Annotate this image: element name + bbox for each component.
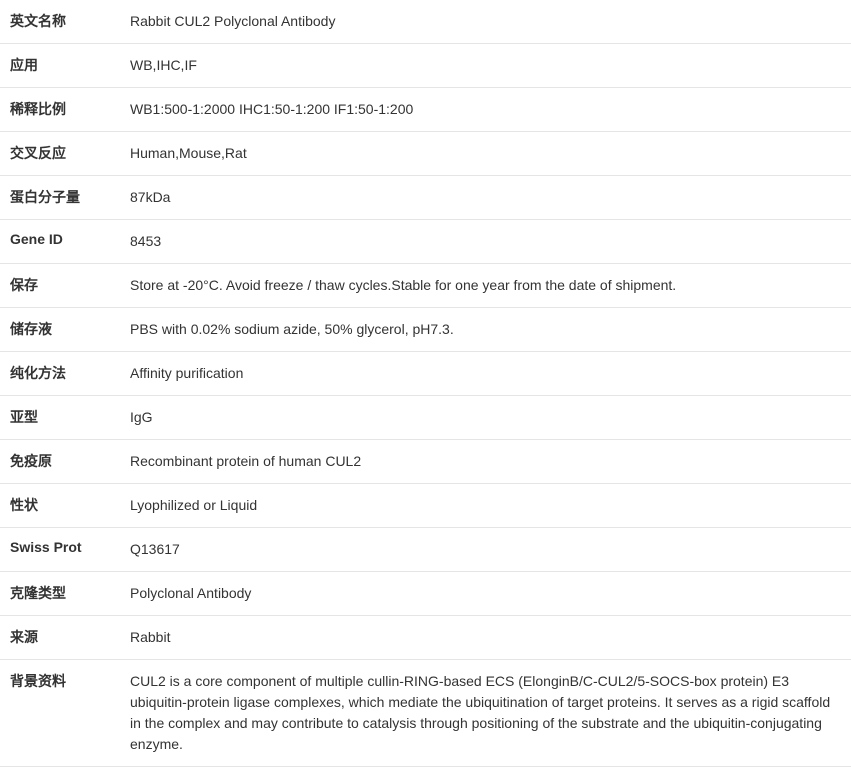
spec-label: 纯化方法: [0, 352, 130, 396]
table-row: 来源 Rabbit: [0, 616, 851, 660]
spec-value: Lyophilized or Liquid: [130, 484, 851, 528]
spec-value: Q13617: [130, 528, 851, 572]
table-row: 储存液 PBS with 0.02% sodium azide, 50% gly…: [0, 308, 851, 352]
spec-table: 英文名称 Rabbit CUL2 Polyclonal Antibody 应用 …: [0, 0, 851, 767]
table-row: 英文名称 Rabbit CUL2 Polyclonal Antibody: [0, 0, 851, 44]
table-row: 性状 Lyophilized or Liquid: [0, 484, 851, 528]
spec-value: WB,IHC,IF: [130, 44, 851, 88]
table-row: 稀释比例 WB1:500-1:2000 IHC1:50-1:200 IF1:50…: [0, 88, 851, 132]
spec-value: CUL2 is a core component of multiple cul…: [130, 660, 851, 767]
spec-label: 亚型: [0, 396, 130, 440]
spec-label: 来源: [0, 616, 130, 660]
spec-label: 稀释比例: [0, 88, 130, 132]
spec-value: Recombinant protein of human CUL2: [130, 440, 851, 484]
spec-label: Swiss Prot: [0, 528, 130, 572]
spec-label: 应用: [0, 44, 130, 88]
spec-label: 保存: [0, 264, 130, 308]
spec-value: 8453: [130, 220, 851, 264]
spec-label: Gene ID: [0, 220, 130, 264]
spec-label: 蛋白分子量: [0, 176, 130, 220]
table-row: Swiss Prot Q13617: [0, 528, 851, 572]
spec-value: Rabbit CUL2 Polyclonal Antibody: [130, 0, 851, 44]
table-row: 克隆类型 Polyclonal Antibody: [0, 572, 851, 616]
spec-value: PBS with 0.02% sodium azide, 50% glycero…: [130, 308, 851, 352]
spec-label: 交叉反应: [0, 132, 130, 176]
spec-value: Affinity purification: [130, 352, 851, 396]
spec-value: IgG: [130, 396, 851, 440]
spec-value: Human,Mouse,Rat: [130, 132, 851, 176]
spec-label: 性状: [0, 484, 130, 528]
spec-value: Polyclonal Antibody: [130, 572, 851, 616]
table-row: Gene ID 8453: [0, 220, 851, 264]
table-row: 纯化方法 Affinity purification: [0, 352, 851, 396]
spec-value: Rabbit: [130, 616, 851, 660]
table-row: 免疫原 Recombinant protein of human CUL2: [0, 440, 851, 484]
table-row: 亚型 IgG: [0, 396, 851, 440]
spec-label: 英文名称: [0, 0, 130, 44]
table-row: 保存 Store at -20°C. Avoid freeze / thaw c…: [0, 264, 851, 308]
spec-label: 背景资料: [0, 660, 130, 767]
spec-value: WB1:500-1:2000 IHC1:50-1:200 IF1:50-1:20…: [130, 88, 851, 132]
spec-value: 87kDa: [130, 176, 851, 220]
table-row: 应用 WB,IHC,IF: [0, 44, 851, 88]
spec-label: 免疫原: [0, 440, 130, 484]
table-row: 蛋白分子量 87kDa: [0, 176, 851, 220]
spec-label: 储存液: [0, 308, 130, 352]
table-row: 交叉反应 Human,Mouse,Rat: [0, 132, 851, 176]
spec-label: 克隆类型: [0, 572, 130, 616]
spec-value: Store at -20°C. Avoid freeze / thaw cycl…: [130, 264, 851, 308]
table-row: 背景资料 CUL2 is a core component of multipl…: [0, 660, 851, 767]
spec-tbody: 英文名称 Rabbit CUL2 Polyclonal Antibody 应用 …: [0, 0, 851, 767]
